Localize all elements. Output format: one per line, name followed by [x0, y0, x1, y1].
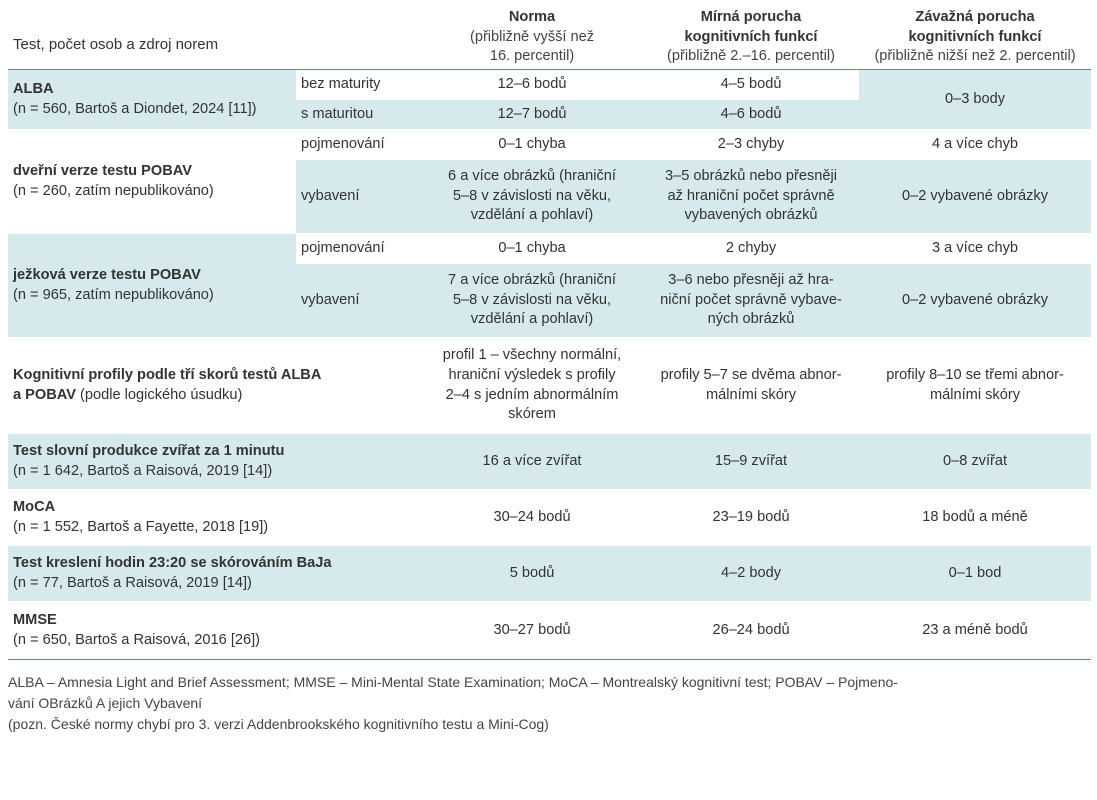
row-label-alba: ALBA (n = 560, Bartoš a Diondet, 2024 [1… — [8, 70, 296, 131]
cell-severe: 4 a více chyb — [859, 130, 1092, 161]
header-severe: Závažná porucha kognitivních funkcí (při… — [859, 6, 1092, 71]
cell-norm: 6 a více obrázků (hraniční 5–8 v závislo… — [421, 160, 644, 235]
table-row: MMSE (n = 650, Bartoš a Raisová, 2016 [2… — [8, 602, 1092, 661]
row-label-moca: MoCA (n = 1 552, Bartoš a Fayette, 2018 … — [8, 490, 422, 547]
missing-norms-note: (pozn. České normy chybí pro 3. verzi Ad… — [8, 716, 549, 733]
norms-document: Test, počet osob a zdroj norem Norma (př… — [8, 6, 1093, 735]
cell-norm: 5 bodů — [421, 546, 644, 603]
cell-norm: 12–6 bodů — [421, 70, 644, 101]
cell-mild: profily 5–7 se dvěma abnor- málními skór… — [643, 338, 860, 435]
cell-mild: 2–3 chyby — [643, 130, 860, 161]
cell-severe: 23 a méně bodů — [859, 602, 1092, 661]
cell-severe: 0–1 bod — [859, 546, 1092, 603]
cell-norm: 16 a více zvířat — [421, 434, 644, 491]
cell-severe: 18 bodů a méně — [859, 490, 1092, 547]
cell-norm: 30–24 bodů — [421, 490, 644, 547]
cell-mild: 4–6 bodů — [643, 100, 860, 131]
row-label-dvere: dveřní verze testu POBAV (n = 260, zatím… — [8, 130, 296, 235]
cell-mild: 4–5 bodů — [643, 70, 860, 101]
row-label-zvirata: Test slovní produkce zvířat za 1 minutu … — [8, 434, 422, 491]
table-row: vybavení 6 a více obrázků (hraniční 5–8 … — [8, 160, 1092, 235]
norms-table: Test, počet osob a zdroj norem Norma (př… — [8, 6, 1092, 661]
cell-severe: 0–3 body — [859, 70, 1092, 131]
table-row: ALBA (n = 560, Bartoš a Diondet, 2024 [1… — [8, 70, 1092, 131]
row-label-mmse: MMSE (n = 650, Bartoš a Raisová, 2016 [2… — [8, 602, 422, 661]
table-row: Kognitivní profily podle tří skorů testů… — [8, 338, 1092, 435]
cell-mild: 3–5 obrázků nebo přesněji až hraniční po… — [643, 160, 860, 235]
cell-norm: 0–1 chyba — [421, 130, 644, 161]
subrow-label: pojmenování — [296, 234, 422, 265]
table-row: Test slovní produkce zvířat za 1 minutu … — [8, 434, 1092, 491]
header-row: Test, počet osob a zdroj norem Norma (př… — [8, 6, 1092, 71]
cell-norm: 7 a více obrázků (hraniční 5–8 v závislo… — [421, 264, 644, 339]
table-row: MoCA (n = 1 552, Bartoš a Fayette, 2018 … — [8, 490, 1092, 547]
table-row: s maturitou 12–7 bodů 4–6 bodů — [8, 100, 1091, 131]
cell-mild: 2 chyby — [643, 234, 860, 265]
cell-norm: 12–7 bodů — [421, 100, 644, 131]
table-footnotes: ALBA – Amnesia Light and Brief Assessmen… — [8, 672, 1093, 735]
header-mild: Mírná porucha kognitivních funkcí (přibl… — [643, 6, 860, 71]
cell-mild: 4–2 body — [643, 546, 860, 603]
subrow-label: vybavení — [296, 264, 422, 339]
cell-norm: 30–27 bodů — [421, 602, 644, 661]
abbreviations-note: ALBA – Amnesia Light and Brief Assessmen… — [8, 674, 898, 712]
cell-mild: 26–24 bodů — [643, 602, 860, 661]
table-row: vybavení 7 a více obrázků (hraniční 5–8 … — [8, 264, 1092, 339]
row-label-jezek: ježková verze testu POBAV (n = 965, zatí… — [8, 234, 296, 339]
cell-mild: 23–19 bodů — [643, 490, 860, 547]
cell-severe: 0–2 vybavené obrázky — [859, 160, 1092, 235]
table-row: ježková verze testu POBAV (n = 965, zatí… — [8, 234, 1092, 339]
cell-mild: 15–9 zvířat — [643, 434, 860, 491]
subrow-label: pojmenování — [296, 130, 422, 161]
cell-norm: 0–1 chyba — [421, 234, 644, 265]
subrow-label: vybavení — [296, 160, 422, 235]
cell-severe: profily 8–10 se třemi abnor- málními skó… — [859, 338, 1092, 435]
cell-mild: 3–6 nebo přesněji až hra- niční počet sp… — [643, 264, 860, 339]
header-norm: Norma (přibližně vyšší než 16. percentil… — [421, 6, 644, 71]
header-test-column: Test, počet osob a zdroj norem — [8, 6, 422, 71]
cell-severe: 3 a více chyb — [859, 234, 1092, 265]
table-row: Test kreslení hodin 23:20 se skórováním … — [8, 546, 1092, 603]
cell-severe: 0–2 vybavené obrázky — [859, 264, 1092, 339]
subrow-label: s maturitou — [296, 100, 422, 131]
subrow-label: bez maturity — [296, 70, 422, 101]
table-row: dveřní verze testu POBAV (n = 260, zatím… — [8, 130, 1092, 235]
cell-severe: 0–8 zvířat — [859, 434, 1092, 491]
row-label-profily: Kognitivní profily podle tří skorů testů… — [8, 338, 422, 435]
cell-norm: profil 1 – všechny normální, hraniční vý… — [421, 338, 644, 435]
row-label-hodiny: Test kreslení hodin 23:20 se skórováním … — [8, 546, 422, 603]
